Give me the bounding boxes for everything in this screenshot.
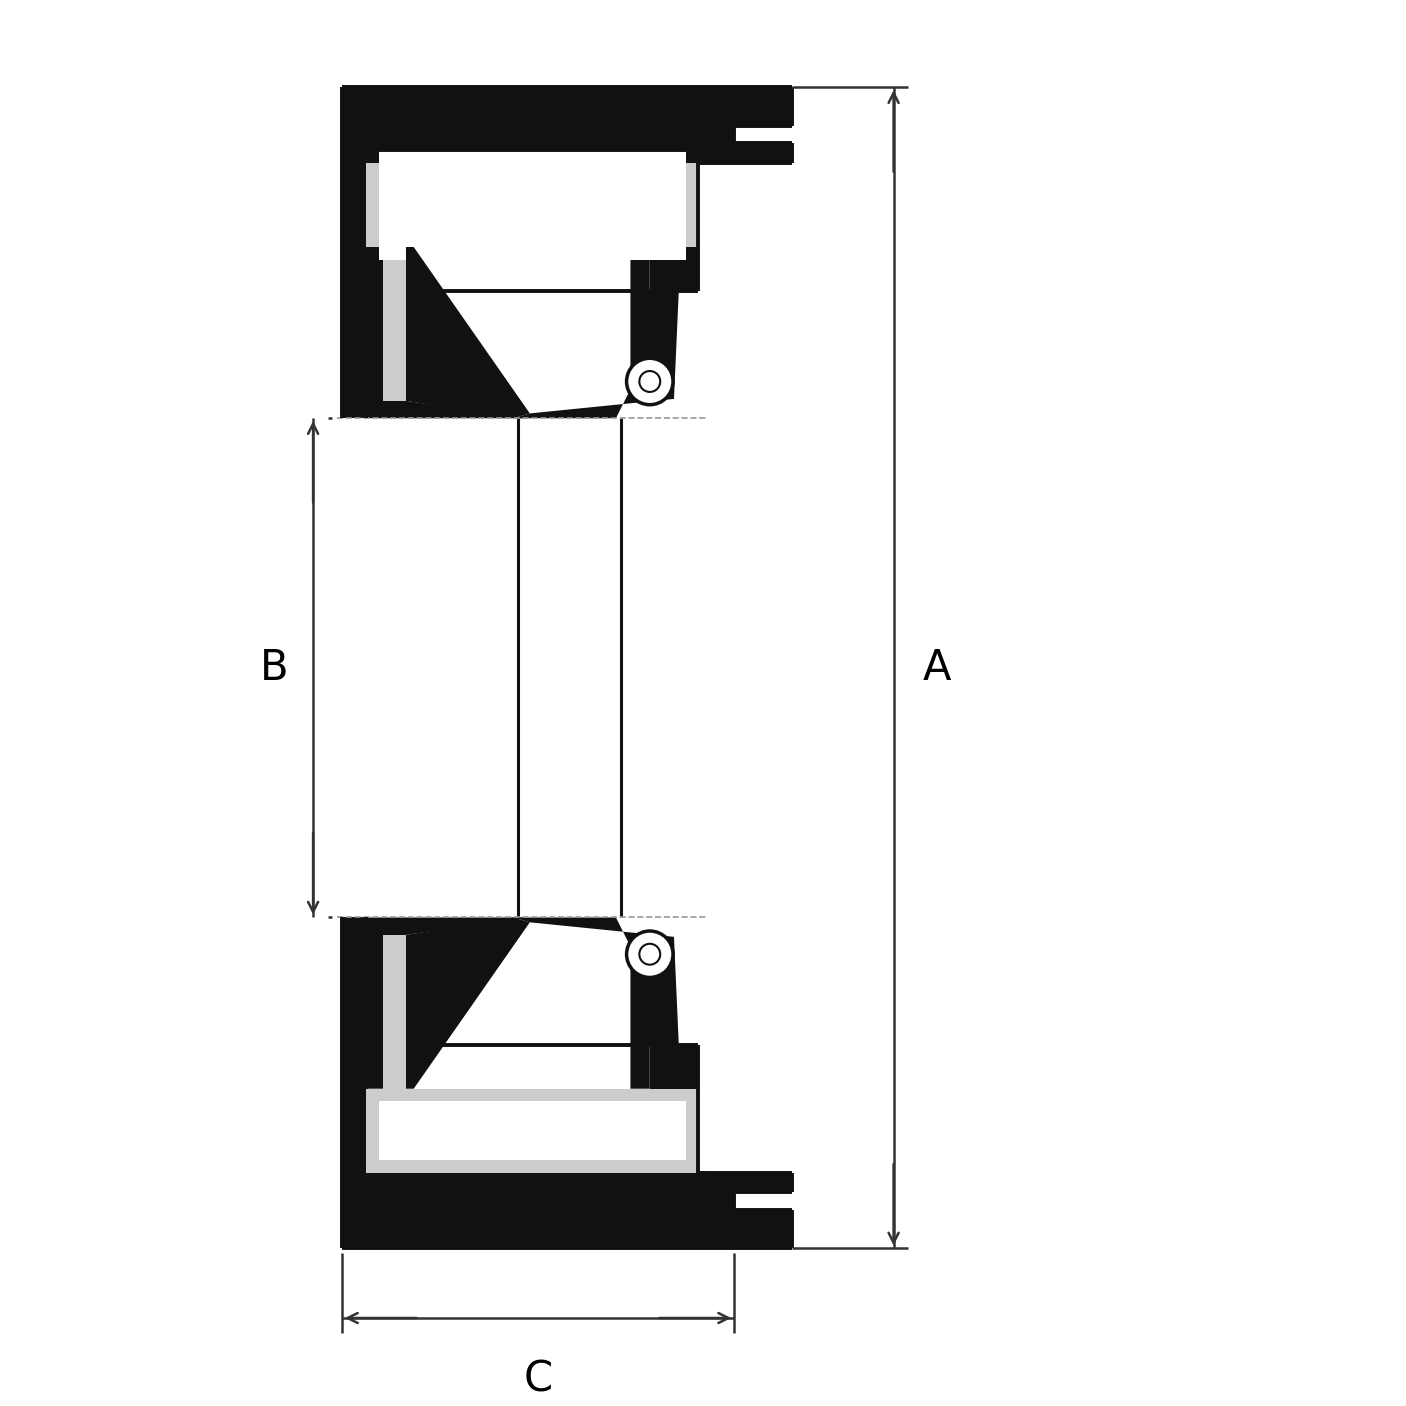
Polygon shape (406, 918, 530, 1088)
Polygon shape (382, 247, 406, 401)
Text: C: C (523, 1358, 553, 1400)
Polygon shape (513, 918, 679, 1088)
Text: A: A (922, 647, 950, 689)
Polygon shape (367, 163, 699, 291)
Circle shape (627, 359, 673, 405)
Polygon shape (378, 150, 686, 260)
Circle shape (640, 371, 661, 392)
Polygon shape (378, 1101, 686, 1160)
Text: B: B (260, 647, 288, 689)
Circle shape (640, 943, 661, 965)
Polygon shape (650, 247, 699, 291)
Polygon shape (513, 247, 679, 418)
Polygon shape (342, 918, 526, 1088)
Polygon shape (342, 918, 792, 1249)
Polygon shape (367, 1045, 699, 1173)
Polygon shape (342, 87, 792, 418)
Polygon shape (382, 935, 406, 1088)
Circle shape (627, 931, 673, 977)
Polygon shape (367, 1088, 699, 1173)
Polygon shape (342, 87, 792, 418)
Polygon shape (367, 163, 699, 247)
Polygon shape (650, 1045, 699, 1088)
Polygon shape (406, 247, 530, 418)
Polygon shape (342, 247, 526, 418)
